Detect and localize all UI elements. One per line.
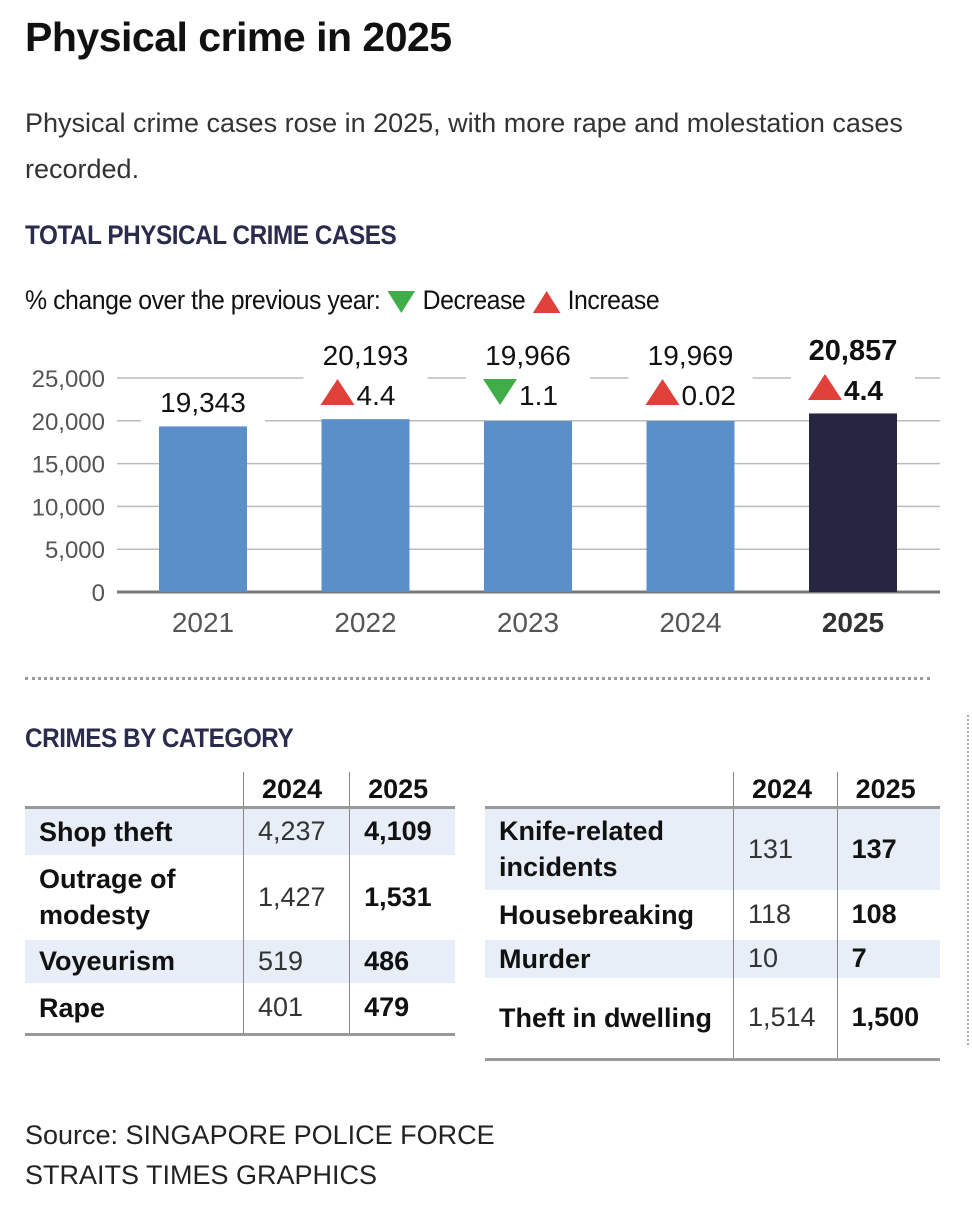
y-tick-label: 0 [92, 580, 105, 607]
col-2024: 2024 [733, 772, 838, 809]
category-name: Murder [485, 939, 734, 978]
value-label: 19,343 [160, 387, 246, 418]
value-2024: 131 [733, 807, 838, 890]
category-name: Shop theft [25, 807, 244, 855]
table-row: Voyeurism 519 486 [25, 939, 455, 983]
value-2025: 137 [837, 807, 940, 890]
x-tick-label: 2023 [497, 607, 559, 638]
legend-decrease: Decrease [422, 285, 526, 315]
source-note: Source: SINGAPORE POLICE FORCE STRAITS T… [25, 1115, 495, 1195]
bar [321, 419, 410, 592]
legend: % change over the previous year: Decreas… [25, 285, 660, 316]
table-row: Theft in dwelling 1,514 1,500 [485, 977, 940, 1061]
legend-prefix: % change over the previous year: [25, 285, 381, 315]
value-2025: 479 [349, 982, 455, 1036]
decrease-triangle-icon [483, 379, 517, 405]
pct-change-label: 4.4 [844, 375, 883, 406]
y-tick-label: 10,000 [32, 494, 105, 521]
value-2024: 10 [733, 939, 838, 978]
increase-triangle-icon [532, 290, 561, 313]
label-background [141, 382, 265, 422]
value-2025: 1,500 [837, 977, 940, 1061]
value-2024: 519 [242, 939, 351, 983]
y-tick-label: 5,000 [45, 537, 105, 564]
category-name: Knife-related incidents [485, 807, 734, 890]
increase-triangle-icon [320, 379, 355, 405]
value-label: 20,857 [809, 335, 898, 367]
value-2025: 486 [349, 939, 455, 983]
x-tick-label: 2021 [172, 607, 234, 638]
bar-chart: 0 5,000 10,000 15,000 20,000 25,000 2021 19,343… [32, 330, 940, 638]
x-tick-label: 2022 [334, 607, 396, 638]
table-row: Rape 401 479 [25, 982, 455, 1036]
categories-title: CRIMES BY CATEGORY [25, 723, 294, 753]
value-2024: 1,514 [733, 977, 838, 1061]
col-2025: 2025 [837, 772, 940, 809]
credit: STRAITS TIMES GRAPHICS [25, 1160, 378, 1190]
increase-triangle-icon [808, 374, 842, 400]
chart-title: TOTAL PHYSICAL CRIME CASES [25, 220, 397, 250]
section-divider [25, 677, 930, 680]
value-2024: 118 [733, 889, 838, 940]
value-label: 19,966 [485, 340, 571, 371]
increase-triangle-icon [645, 379, 680, 405]
pct-change-label: 0.02 [682, 380, 737, 411]
y-tick-label: 15,000 [32, 452, 105, 479]
col-2024: 2024 [242, 772, 351, 809]
table-row: Knife-related incidents 131 137 [485, 807, 940, 890]
value-label: 19,969 [648, 340, 734, 371]
category-name: Rape [25, 982, 244, 1036]
edge-divider [967, 715, 969, 1045]
table-row: Outrage of modesty 1,427 1,531 [25, 854, 455, 940]
pct-change-label: 1.1 [519, 380, 558, 411]
value-2025: 7 [837, 939, 940, 978]
table-left: 2024 2025 Shop theft 4,237 4,109 Outrage of… [25, 772, 455, 1036]
value-2025: 1,531 [364, 881, 432, 912]
legend-increase: Increase [567, 285, 660, 315]
value-label: 20,193 [323, 340, 409, 371]
pct-change-label: 4.4 [357, 380, 396, 411]
value-2024: 1,427 [242, 854, 351, 940]
y-tick-label: 20,000 [32, 409, 105, 436]
decrease-triangle-icon [387, 290, 416, 313]
category-name: Housebreaking [499, 899, 695, 930]
table-row: Murder 10 7 [485, 939, 940, 978]
table-row: Shop theft 4,237 4,109 [25, 807, 455, 855]
category-name: Theft in dwelling [485, 977, 734, 1061]
value-2024: 4,237 [242, 807, 351, 855]
category-name: Voyeurism [25, 939, 244, 983]
label-background [466, 335, 590, 415]
value-2024: 401 [242, 982, 351, 1036]
bar [646, 421, 735, 592]
y-tick-label: 25,000 [32, 366, 105, 393]
category-name: Outrage of modesty [39, 864, 176, 930]
col-2025: 2025 [349, 772, 455, 809]
bar [809, 413, 897, 592]
bar [484, 421, 572, 592]
subtitle: Physical crime cases rose in 2025, with … [25, 108, 903, 184]
x-tick-label: 2024 [659, 607, 721, 638]
source: Source: SINGAPORE POLICE FORCE [25, 1120, 495, 1150]
table-row: Housebreaking 118 108 [485, 889, 940, 940]
value-2025: 4,109 [349, 807, 455, 855]
table-right: 2024 2025 Knife-related incidents 131 137 H… [485, 772, 940, 1061]
x-tick-label: 2025 [822, 607, 884, 638]
value-2025: 108 [851, 899, 897, 929]
bar [159, 426, 247, 592]
page-title: Physical crime in 2025 [25, 14, 452, 60]
